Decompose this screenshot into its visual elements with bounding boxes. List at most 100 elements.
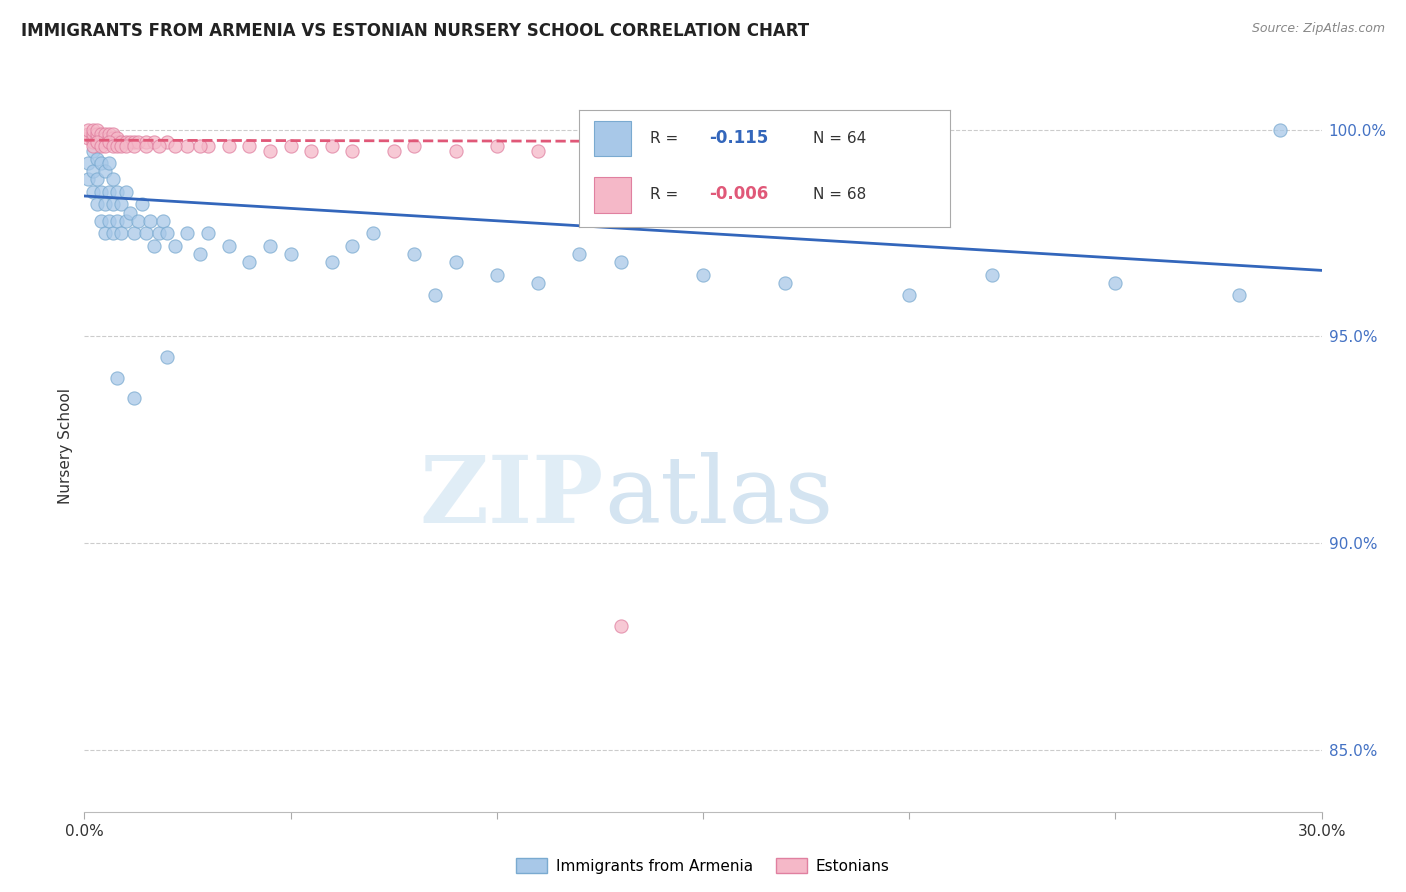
Point [218,238,240,252]
Point [299,144,322,158]
Point [143,135,166,149]
Point [105,371,128,385]
Point [1270,123,1292,137]
Point [98,135,121,149]
Point [94,197,117,211]
Point [342,144,364,158]
Point [609,139,631,153]
Point [86,131,108,145]
Point [280,247,302,261]
Point [82,144,104,158]
Point [82,131,104,145]
Point [382,144,405,158]
Point [94,226,117,240]
Point [86,123,108,137]
Point [86,135,108,149]
Point [110,135,132,149]
Point [103,139,125,153]
Point [98,131,121,145]
Point [105,131,128,145]
Point [86,197,108,211]
Point [527,144,550,158]
Point [139,214,162,228]
Point [131,197,153,211]
Point [122,392,145,406]
Point [94,164,117,178]
Point [609,255,631,269]
Point [197,226,219,240]
Point [86,152,108,166]
Point [143,238,166,252]
Point [188,247,211,261]
Point [692,268,714,282]
Point [127,214,149,228]
Point [321,255,343,269]
Point [692,139,714,153]
Point [98,156,121,170]
Point [148,139,170,153]
Point [898,288,921,302]
Point [98,185,121,199]
Point [485,268,508,282]
Point [114,185,136,199]
Point [103,197,125,211]
Point [90,214,112,228]
Point [86,127,108,141]
Point [110,139,132,153]
Point [103,131,125,145]
Point [94,127,117,141]
Point [103,226,125,240]
Point [77,156,100,170]
Point [527,276,550,290]
Point [90,127,112,141]
Point [82,185,104,199]
Point [135,226,157,240]
Point [775,276,797,290]
Point [105,135,128,149]
Point [118,135,141,149]
Point [238,255,260,269]
Point [94,139,117,153]
Point [856,144,879,158]
Point [94,135,117,149]
Point [110,226,132,240]
Point [90,139,112,153]
Point [103,172,125,186]
Point [86,172,108,186]
Legend: Immigrants from Armenia, Estonians: Immigrants from Armenia, Estonians [510,852,896,880]
Point [156,350,179,364]
Point [77,172,100,186]
Point [1104,276,1126,290]
Point [77,123,100,137]
Y-axis label: Nursery School: Nursery School [58,388,73,504]
Point [82,135,104,149]
Point [82,164,104,178]
Point [77,127,100,141]
Point [86,135,108,149]
Point [444,255,467,269]
Text: Source: ZipAtlas.com: Source: ZipAtlas.com [1251,22,1385,36]
Point [259,144,281,158]
Text: atlas: atlas [605,452,834,542]
Point [98,127,121,141]
Point [90,135,112,149]
Point [176,139,198,153]
Point [152,214,174,228]
Point [122,139,145,153]
Point [105,185,128,199]
Point [568,247,591,261]
Point [110,197,132,211]
Point [980,268,1002,282]
Point [444,144,467,158]
Point [238,139,260,153]
Point [77,131,100,145]
Point [98,135,121,149]
Point [114,214,136,228]
Point [127,135,149,149]
Point [114,135,136,149]
Point [342,238,364,252]
Point [82,139,104,153]
Point [156,135,179,149]
Point [98,214,121,228]
Point [609,144,631,158]
